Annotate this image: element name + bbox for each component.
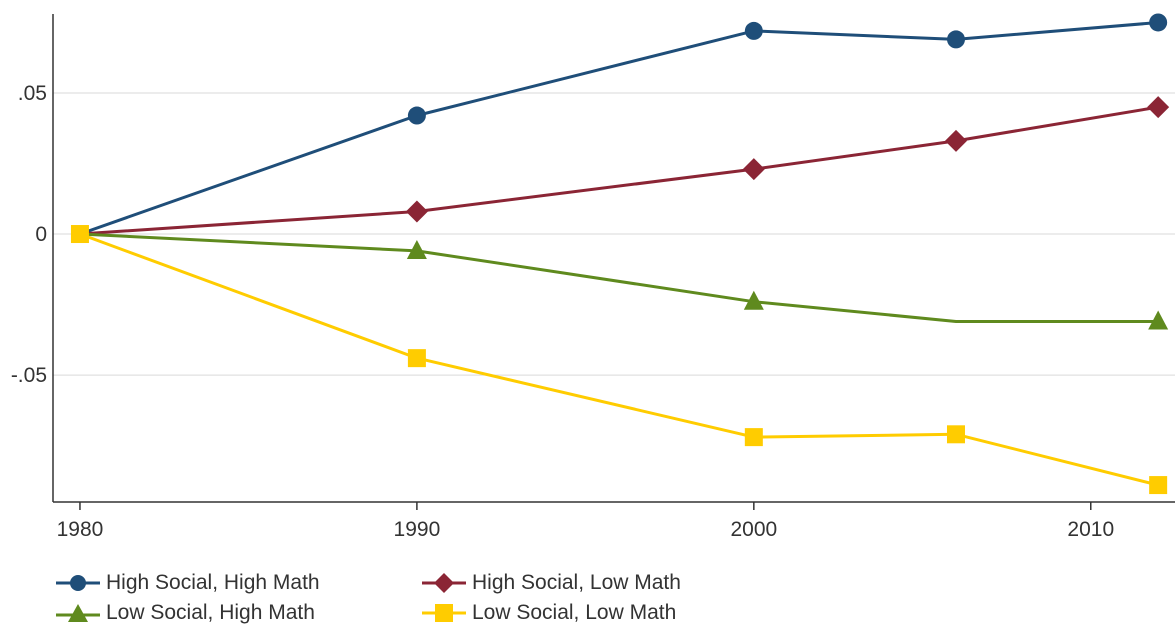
legend: High Social, High Math High Social, Low …: [54, 568, 754, 628]
legend-item-low-social-low-math: Low Social, Low Math: [420, 598, 676, 628]
x-tick-label: 1980: [57, 518, 104, 541]
data-point-triangle: [406, 239, 427, 259]
data-point-diamond: [742, 158, 765, 181]
data-point-circle: [1149, 13, 1168, 32]
tick-labels: .05 0 -.05 1980 1990 2000 2010: [11, 82, 1114, 541]
gridlines: [53, 92, 1175, 376]
data-point-diamond: [944, 129, 967, 152]
data-point-square: [946, 425, 965, 444]
series-line-3: [79, 232, 1159, 487]
legend-label: Low Social, High Math: [106, 601, 315, 624]
data-point-circle: [744, 21, 763, 40]
legend-item-high-social-low-math: High Social, Low Math: [420, 568, 681, 598]
data-point-circle: [407, 106, 426, 125]
series-line-1: [79, 105, 1159, 236]
x-tick-label: 2000: [730, 518, 777, 541]
y-tick-label: .05: [18, 82, 47, 105]
legend-label: High Social, Low Math: [472, 571, 681, 594]
legend-swatch-square-icon: [422, 604, 466, 622]
legend-label: Low Social, Low Math: [472, 601, 677, 624]
y-tick-label: -.05: [11, 364, 47, 387]
x-tick-label: 2010: [1067, 518, 1114, 541]
axes: [52, 14, 1175, 510]
data-point-square: [407, 349, 426, 368]
legend-swatch-circle-icon: [56, 575, 100, 591]
data-point-triangle: [743, 290, 764, 310]
data-point-square: [70, 225, 89, 244]
legend-label: High Social, High Math: [106, 571, 320, 594]
legend-item-high-social-high-math: High Social, High Math: [54, 568, 320, 598]
data-point-triangle: [1148, 310, 1169, 330]
y-tick-label: 0: [35, 223, 47, 246]
legend-swatch-diamond-icon: [422, 573, 466, 593]
data-point-circle: [946, 30, 965, 49]
series-line-0: [79, 21, 1159, 236]
data-point-diamond: [405, 200, 428, 223]
legend-swatch-triangle-icon: [56, 604, 100, 622]
data-point-square: [1149, 476, 1168, 495]
series-markers: [70, 13, 1170, 495]
series-lines: [79, 21, 1159, 487]
data-point-diamond: [1147, 96, 1170, 119]
data-point-square: [744, 428, 763, 447]
series-line-2: [79, 232, 1159, 323]
x-tick-label: 1990: [394, 518, 441, 541]
legend-item-low-social-high-math: Low Social, High Math: [54, 598, 315, 628]
